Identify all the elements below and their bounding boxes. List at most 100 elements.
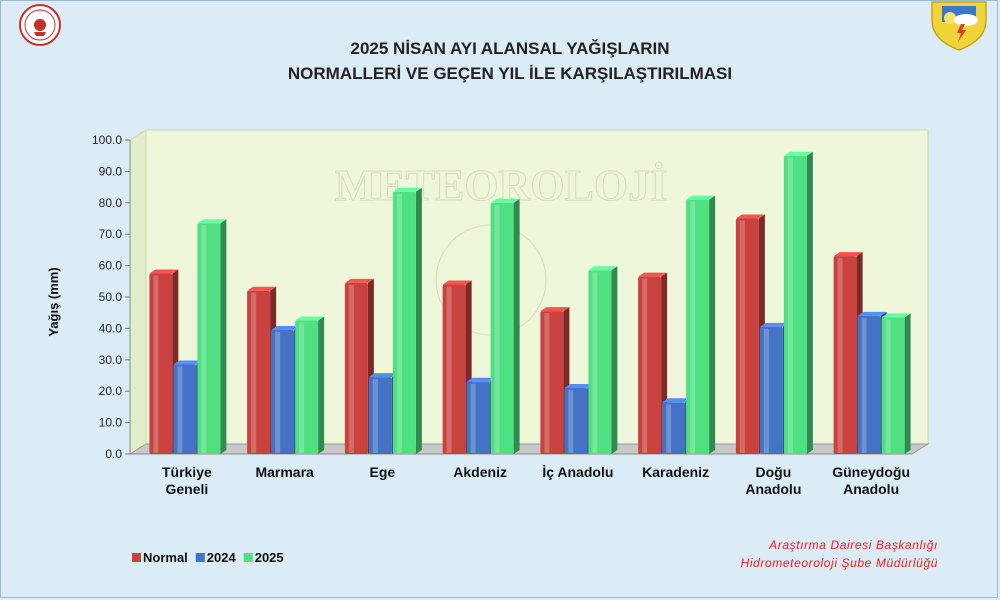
bar-top	[271, 325, 301, 330]
bar-top	[149, 269, 179, 274]
bar	[783, 155, 807, 454]
y-tick-label: 40.0	[99, 321, 123, 335]
bar-highlight	[763, 328, 769, 453]
bar-highlight	[372, 379, 378, 453]
bar-highlight	[544, 313, 550, 453]
bar	[442, 284, 466, 454]
bar	[686, 199, 710, 454]
y-tick-label: 50.0	[99, 290, 123, 304]
bar	[857, 315, 881, 454]
bar	[466, 381, 490, 454]
bar-highlight	[153, 275, 159, 453]
bar-side	[415, 187, 422, 454]
bar-top	[197, 219, 227, 224]
bar	[759, 326, 783, 454]
bar	[247, 290, 271, 454]
plot-side-wall	[129, 129, 147, 455]
ministry-seal-logo	[19, 4, 61, 46]
bar-highlight	[251, 292, 257, 453]
bar-top	[442, 280, 472, 285]
bar-side	[513, 198, 520, 454]
x-tick-label: Karadeniz	[642, 464, 709, 480]
bar-side	[904, 313, 911, 454]
bar-top	[588, 266, 618, 271]
bar	[588, 270, 612, 454]
y-tick-label: 90.0	[99, 164, 123, 178]
bar	[173, 364, 197, 454]
bar	[881, 317, 905, 454]
bar	[344, 282, 368, 454]
bar-highlight	[690, 201, 696, 453]
bar-top	[783, 151, 813, 156]
y-tick-label: 0.0	[105, 447, 122, 461]
x-tick-label: Ege	[370, 464, 396, 480]
bar-top	[564, 384, 594, 389]
bar-top	[662, 398, 692, 403]
x-tick-label: Akdeniz	[453, 464, 507, 480]
y-tick-label: 70.0	[99, 227, 123, 241]
bar	[564, 388, 588, 454]
y-tick-label: 30.0	[99, 353, 123, 367]
y-tick-label: 80.0	[99, 196, 123, 210]
bar-top	[466, 377, 496, 382]
bar-top	[857, 311, 887, 316]
chart-title: 2025 NİSAN AYI ALANSAL YAĞIŞLARIN NORMAL…	[180, 36, 840, 86]
y-tick-label: 100.0	[92, 133, 122, 147]
bar-top	[759, 322, 789, 327]
bar-side	[709, 195, 716, 454]
bar-highlight	[299, 322, 305, 453]
y-tick-label: 20.0	[99, 384, 123, 398]
legend-label: Normal	[143, 550, 188, 565]
x-tick-label: İç Anadolu	[542, 464, 613, 480]
y-tick-label: 10.0	[99, 416, 123, 430]
bar-highlight	[837, 258, 843, 453]
bar-highlight	[348, 284, 354, 453]
bar	[295, 320, 319, 454]
bar	[735, 218, 759, 454]
legend-label: 2025	[255, 550, 284, 565]
bar	[490, 202, 514, 454]
bar-top	[344, 278, 374, 283]
x-tick-label: Geneli	[165, 481, 208, 497]
bar-top	[540, 307, 570, 312]
x-tick-label: Türkiye	[162, 464, 212, 480]
bar-highlight	[275, 331, 281, 453]
bar-top	[173, 360, 203, 365]
bar-highlight	[739, 220, 745, 453]
bar-top	[368, 373, 398, 378]
bar	[197, 223, 221, 454]
bar	[662, 402, 686, 454]
bar-top	[490, 198, 520, 203]
chart-title-line-1: 2025 NİSAN AYI ALANSAL YAĞIŞLARIN	[350, 39, 670, 58]
bar-highlight	[446, 286, 452, 453]
bar-top	[295, 316, 325, 321]
bar-top	[833, 252, 863, 257]
bar-top	[735, 214, 765, 219]
credit-line-1: Araştırma Dairesi Başkanlığı	[769, 538, 938, 552]
bar	[833, 256, 857, 454]
x-tick-label: Doğu	[755, 464, 791, 480]
legend-label: 2024	[207, 550, 237, 565]
bar-top	[247, 286, 277, 291]
x-tick-label: Güneydoğu	[832, 464, 910, 480]
y-axis-label: Yağış (mm)	[46, 267, 61, 336]
bar-side	[806, 151, 813, 454]
bar	[392, 191, 416, 454]
x-tick-label: Anadolu	[843, 481, 899, 497]
legend-swatch	[132, 553, 141, 562]
bar-highlight	[787, 157, 793, 453]
bar-side	[318, 316, 325, 454]
legend-swatch	[195, 553, 205, 562]
meteorology-shield-logo	[931, 1, 987, 51]
bar-highlight	[494, 204, 500, 453]
bar-highlight	[861, 317, 867, 453]
bar-highlight	[592, 272, 598, 453]
bar-top	[686, 195, 716, 200]
bar-top	[881, 313, 911, 318]
credit-text: Araştırma Dairesi Başkanlığı Hidrometeor…	[638, 536, 938, 572]
bar-highlight	[885, 319, 891, 453]
bar-highlight	[177, 366, 183, 453]
credit-line-2: Hidrometeoroloji Şube Müdürlüğü	[740, 556, 938, 570]
legend-swatch	[243, 553, 253, 562]
